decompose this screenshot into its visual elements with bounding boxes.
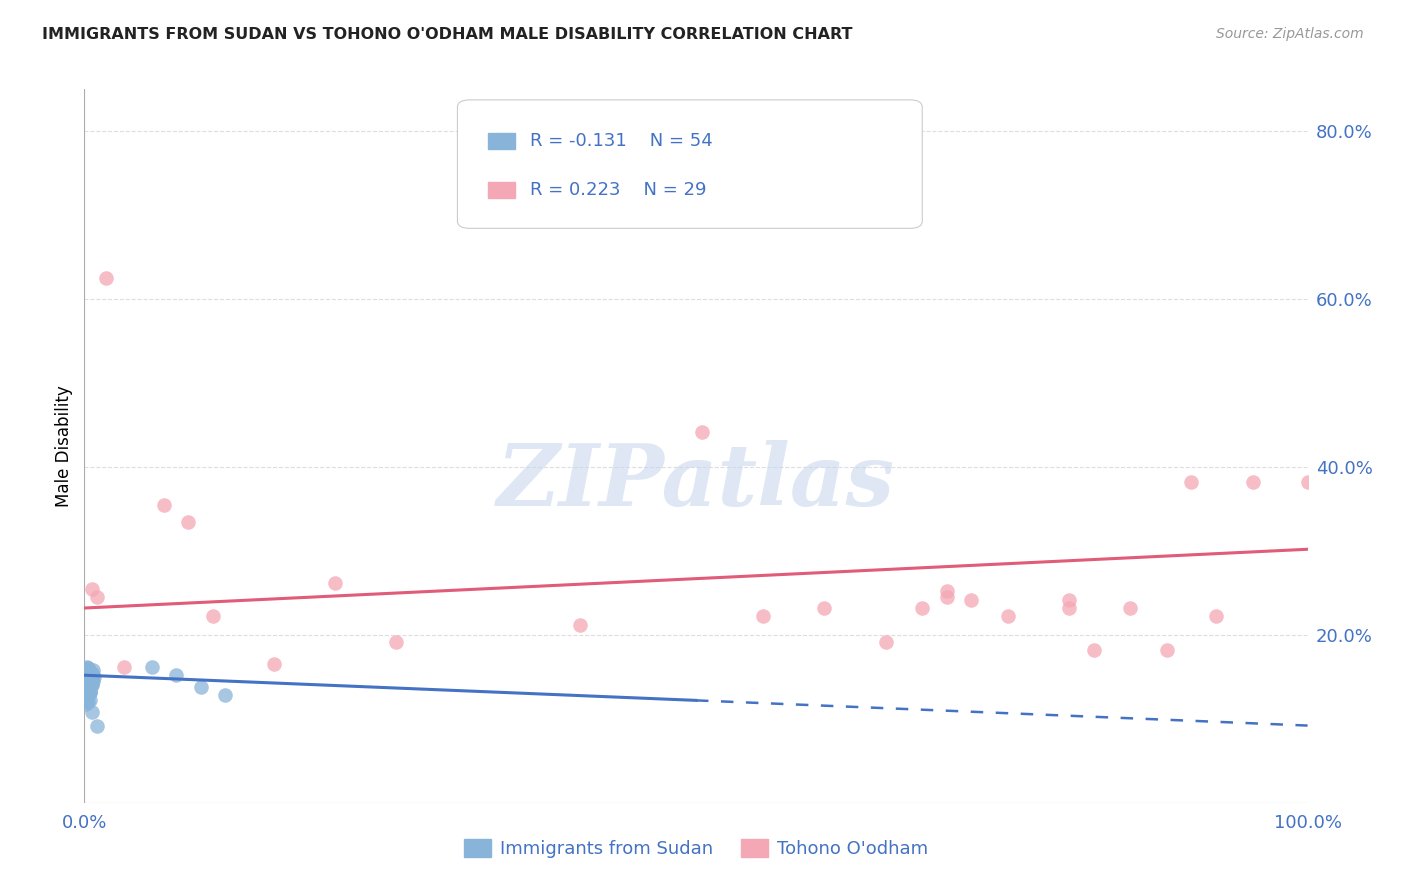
- Point: [77, 676, 100, 690]
- Point: [752, 609, 775, 624]
- Point: [80, 678, 103, 692]
- Point: [79, 676, 101, 690]
- Point: [96, 271, 118, 285]
- Text: R = -0.131    N = 54: R = -0.131 N = 54: [530, 132, 713, 150]
- Point: [77, 663, 100, 677]
- Point: [190, 680, 212, 694]
- Text: Source: ZipAtlas.com: Source: ZipAtlas.com: [1216, 27, 1364, 41]
- Point: [911, 601, 934, 615]
- Point: [77, 683, 100, 698]
- Point: [77, 670, 100, 684]
- Point: [79, 685, 101, 699]
- Point: [112, 660, 135, 674]
- Point: [79, 670, 101, 684]
- Point: [83, 670, 105, 684]
- Point: [77, 672, 100, 686]
- Text: IMMIGRANTS FROM SUDAN VS TOHONO O'ODHAM MALE DISABILITY CORRELATION CHART: IMMIGRANTS FROM SUDAN VS TOHONO O'ODHAM …: [42, 27, 852, 42]
- Point: [80, 676, 103, 690]
- Point: [80, 665, 103, 680]
- Legend: Immigrants from Sudan, Tohono O'odham: Immigrants from Sudan, Tohono O'odham: [457, 831, 935, 865]
- Point: [77, 678, 100, 692]
- Point: [80, 674, 103, 689]
- Point: [141, 660, 163, 674]
- Point: [82, 674, 104, 689]
- Point: [75, 687, 97, 701]
- Point: [77, 687, 100, 701]
- Point: [263, 657, 285, 672]
- Point: [153, 498, 176, 512]
- Point: [79, 678, 101, 692]
- Point: [77, 663, 100, 677]
- Point: [1156, 643, 1178, 657]
- Point: [79, 672, 101, 686]
- Point: [77, 678, 100, 692]
- Point: [960, 592, 983, 607]
- Point: [80, 705, 103, 719]
- Point: [323, 575, 346, 590]
- Point: [76, 668, 98, 682]
- Point: [86, 718, 108, 732]
- Point: [82, 668, 104, 682]
- Point: [997, 609, 1019, 624]
- Point: [385, 634, 408, 648]
- Point: [813, 601, 835, 615]
- Point: [1180, 475, 1202, 489]
- Point: [935, 584, 957, 599]
- Point: [1083, 643, 1105, 657]
- Point: [214, 689, 236, 703]
- Point: [76, 695, 98, 709]
- Point: [80, 582, 103, 596]
- Point: [79, 680, 101, 694]
- Point: [1296, 475, 1319, 489]
- Point: [1241, 475, 1264, 489]
- Point: [76, 685, 98, 699]
- Point: [75, 689, 97, 703]
- Point: [1057, 592, 1080, 607]
- Point: [79, 693, 101, 707]
- Point: [80, 668, 103, 682]
- Text: R = 0.223    N = 29: R = 0.223 N = 29: [530, 181, 706, 199]
- Point: [1057, 601, 1080, 615]
- Point: [76, 660, 98, 674]
- FancyBboxPatch shape: [488, 182, 515, 198]
- Point: [76, 678, 98, 692]
- Point: [568, 617, 591, 632]
- Point: [86, 590, 108, 604]
- Point: [75, 697, 97, 711]
- Point: [79, 685, 101, 699]
- Point: [77, 661, 100, 675]
- Point: [77, 676, 100, 690]
- Point: [77, 678, 100, 692]
- Point: [77, 674, 100, 689]
- Point: [76, 661, 98, 675]
- Point: [875, 634, 897, 648]
- Point: [77, 689, 100, 703]
- Point: [77, 687, 100, 701]
- Point: [82, 663, 104, 677]
- Point: [201, 609, 224, 624]
- Point: [76, 668, 98, 682]
- Point: [77, 672, 100, 686]
- Point: [165, 668, 187, 682]
- Point: [77, 672, 100, 686]
- FancyBboxPatch shape: [488, 134, 515, 149]
- Text: ZIPatlas: ZIPatlas: [496, 440, 896, 524]
- Y-axis label: Male Disability: Male Disability: [55, 385, 73, 507]
- Point: [77, 663, 100, 677]
- Point: [1205, 609, 1227, 624]
- Point: [177, 515, 200, 529]
- Point: [1119, 601, 1142, 615]
- Point: [79, 672, 101, 686]
- Point: [79, 685, 101, 699]
- Point: [690, 425, 713, 439]
- Point: [935, 590, 957, 604]
- FancyBboxPatch shape: [457, 100, 922, 228]
- Point: [77, 695, 100, 709]
